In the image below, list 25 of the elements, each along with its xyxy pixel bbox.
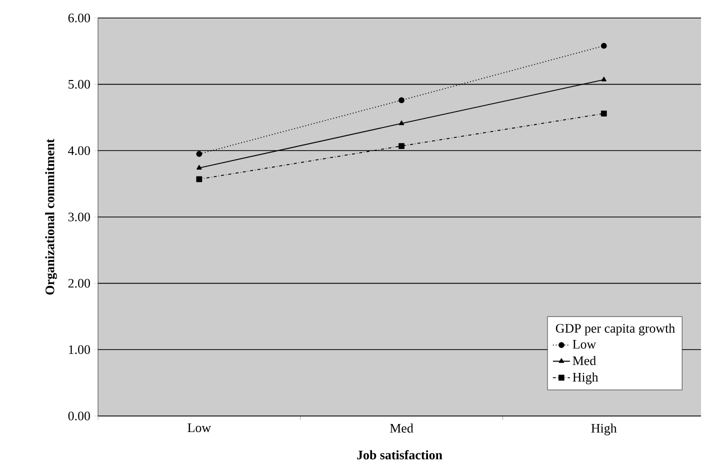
y-axis-title: Organizational commitment: [45, 138, 57, 295]
y-tick-label: 5.00: [68, 80, 90, 89]
point: [398, 120, 404, 126]
point: [196, 164, 202, 170]
point: [600, 42, 607, 49]
y-tick-label: 6.00: [68, 14, 90, 22]
point: [196, 176, 202, 182]
x-axis-title: Job satisfaction: [357, 450, 442, 460]
point: [398, 97, 404, 104]
legend-label: High: [572, 372, 598, 384]
point: [600, 110, 607, 116]
x-tick-label: High: [591, 424, 617, 436]
y-tick-label: 1.00: [68, 345, 90, 354]
point: [398, 143, 404, 149]
x-tick-label: Med: [390, 424, 414, 433]
legend-title: GDP per capita growth: [556, 324, 675, 336]
legend-label: Med: [572, 356, 596, 366]
y-tick-label: 4.00: [68, 146, 90, 156]
point: [196, 151, 202, 157]
legend-label: Low: [572, 340, 596, 349]
point: [601, 76, 606, 82]
y-tick-label: 0.00: [68, 412, 90, 420]
x-tick-label: Low: [188, 424, 211, 432]
y-tick-label: 3.00: [68, 212, 90, 222]
y-tick-label: 2.00: [68, 278, 90, 288]
